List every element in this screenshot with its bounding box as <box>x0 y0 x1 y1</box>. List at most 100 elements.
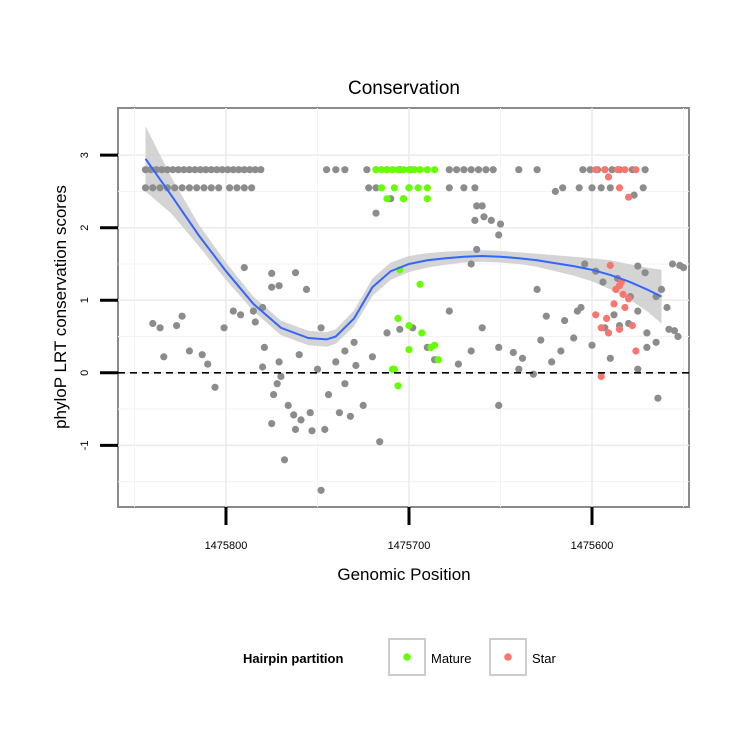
data-point-other <box>233 184 241 192</box>
data-point-other <box>185 166 193 174</box>
data-point-other <box>634 307 642 315</box>
data-point-other <box>542 312 550 320</box>
data-point-other <box>352 361 360 370</box>
data-point-other <box>575 184 583 192</box>
data-point-other <box>259 363 267 371</box>
data-point-other <box>652 338 660 346</box>
y-axis: -1 0 1 2 3 <box>79 152 118 450</box>
data-point-other <box>588 341 596 349</box>
data-point-star <box>597 372 605 380</box>
data-point-other <box>473 202 481 210</box>
data-point-other <box>237 311 245 319</box>
data-point-other <box>474 166 483 174</box>
data-point-other <box>634 262 642 270</box>
legend-label-mature: Mature <box>431 651 471 666</box>
data-point-other <box>193 184 201 192</box>
data-point-other <box>668 260 677 268</box>
data-point-mature <box>405 346 413 354</box>
data-point-other <box>270 391 278 399</box>
x-axis: 1475800 1475700 1475600 <box>205 507 614 552</box>
data-point-other <box>643 329 651 337</box>
data-point-other <box>359 401 367 409</box>
data-point-star <box>619 290 627 298</box>
data-point-mature <box>423 184 431 192</box>
data-point-other <box>372 184 380 192</box>
data-point-other <box>207 184 215 192</box>
data-point-other <box>372 209 380 217</box>
data-point-other <box>509 348 517 357</box>
data-point-star <box>601 166 609 174</box>
data-point-other <box>251 166 259 174</box>
data-point-other <box>471 216 479 224</box>
data-point-star <box>625 295 633 303</box>
smooth-line-layer <box>144 158 662 341</box>
data-point-mature <box>405 322 413 330</box>
x-tick-label: 1475600 <box>571 540 614 552</box>
data-point-other <box>141 166 150 174</box>
legend-key-mature <box>388 638 426 676</box>
data-point-other <box>308 427 316 435</box>
data-point-other <box>634 365 642 373</box>
data-point-star <box>604 329 613 337</box>
data-point-other <box>246 166 254 174</box>
data-point-other <box>196 166 204 174</box>
data-point-mature <box>390 184 398 192</box>
data-point-other <box>174 166 182 174</box>
data-point-other <box>302 285 311 293</box>
data-point-other <box>317 324 325 332</box>
data-point-other <box>156 184 164 192</box>
data-point-other <box>248 184 256 192</box>
data-point-star <box>632 347 640 355</box>
data-point-other <box>224 166 232 174</box>
legend-title: Hairpin partition <box>243 651 343 666</box>
data-point-star <box>612 285 620 293</box>
data-point-other <box>321 425 329 433</box>
data-point-mature <box>383 195 391 203</box>
data-point-mature <box>394 166 402 174</box>
data-point-other <box>495 401 503 409</box>
data-point-mature <box>394 382 402 390</box>
legend-label-star: Star <box>532 651 557 666</box>
data-point-other <box>599 278 607 286</box>
data-point-other <box>482 166 490 174</box>
data-point-other <box>257 166 265 174</box>
data-point-other <box>643 343 651 351</box>
data-point-other <box>557 347 565 355</box>
data-point-other <box>341 380 349 388</box>
data-point-other <box>551 187 560 195</box>
data-point-other <box>610 311 618 319</box>
data-point-star <box>592 166 600 174</box>
data-point-star <box>610 300 618 308</box>
data-point-other <box>240 166 248 174</box>
data-point-other <box>670 327 679 335</box>
data-point-mature <box>405 184 413 192</box>
data-point-mature <box>416 280 424 288</box>
legend-key-star <box>489 638 527 676</box>
data-point-other <box>473 245 481 254</box>
data-point-other <box>679 264 688 272</box>
data-point-other <box>235 166 243 174</box>
data-point-other <box>548 358 556 366</box>
points-layer <box>141 166 688 494</box>
y-tick-label: 3 <box>79 152 91 158</box>
data-point-other <box>268 420 276 428</box>
data-point-other <box>396 325 404 333</box>
data-point-other <box>251 318 259 326</box>
data-point-other <box>460 166 468 174</box>
data-point-other <box>341 166 349 174</box>
data-point-other <box>467 347 475 355</box>
data-point-other <box>213 166 221 174</box>
data-point-mature <box>423 195 431 203</box>
legend-swatch-mature <box>403 653 411 661</box>
data-point-other <box>226 184 234 192</box>
data-point-other <box>158 166 166 174</box>
data-point-other <box>570 334 578 342</box>
data-point-mature <box>372 166 380 174</box>
data-point-other <box>332 166 340 174</box>
data-point-other <box>537 336 545 344</box>
data-point-other <box>324 391 333 399</box>
data-point-other <box>141 184 150 192</box>
data-point-other <box>149 319 157 328</box>
data-point-other <box>478 324 486 332</box>
